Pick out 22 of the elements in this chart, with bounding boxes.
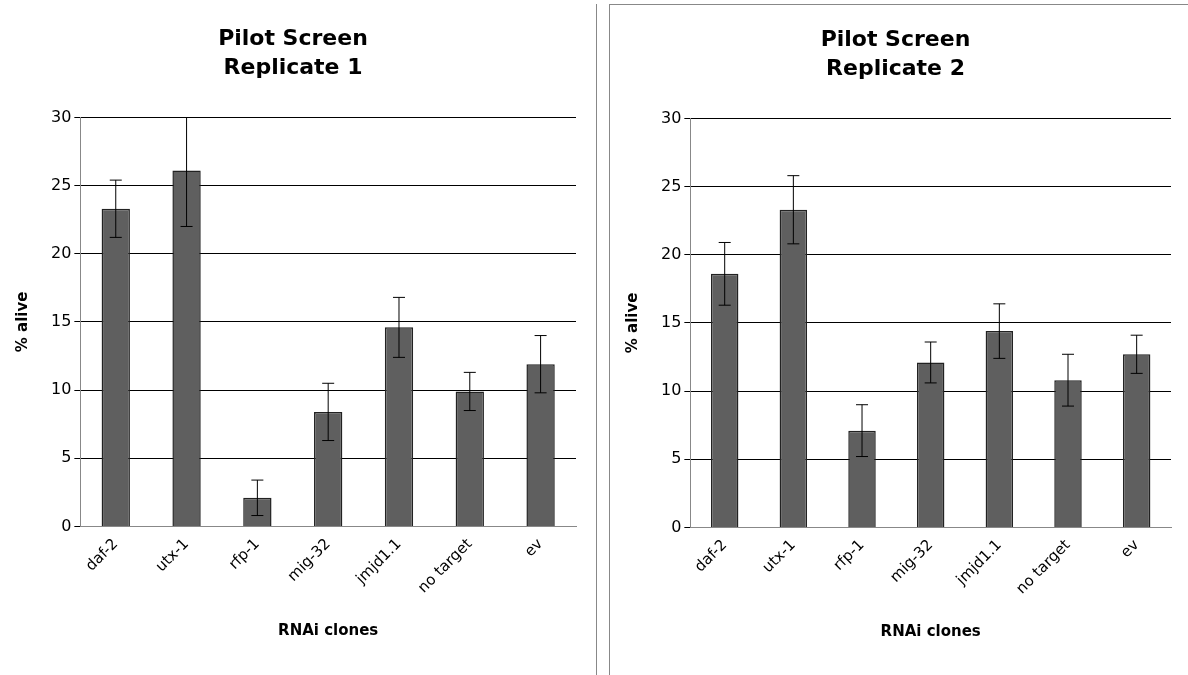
y-tick-label: 15 (51, 311, 72, 331)
x-tick-label: ev (1116, 535, 1143, 562)
y-tick-label: 20 (51, 242, 72, 262)
x-axis-title: RNAi clones (880, 621, 981, 640)
y-axis-title: % alive (622, 292, 641, 354)
y-axis-title: % alive (12, 291, 31, 353)
y-tick-label: 25 (51, 174, 72, 194)
y-tick-label: 20 (661, 243, 682, 263)
y-tick-label: 5 (671, 448, 682, 468)
x-tick-label: ev (520, 534, 547, 561)
chart-title: Pilot Screen Replicate 2 (820, 25, 971, 81)
chart-title: Pilot Screen Replicate 1 (218, 24, 368, 80)
y-tick-label: 25 (661, 175, 682, 195)
y-tick-label: 10 (661, 380, 682, 400)
x-axis-title: RNAi clones (278, 620, 379, 639)
y-tick-label: 30 (661, 107, 682, 127)
y-tick-label: 10 (51, 379, 72, 399)
y-tick-label: 0 (61, 515, 72, 535)
y-tick-label: 30 (51, 106, 72, 126)
y-tick-label: 5 (61, 447, 72, 467)
y-tick-label: 0 (671, 516, 682, 536)
y-tick-label: 15 (661, 312, 682, 332)
